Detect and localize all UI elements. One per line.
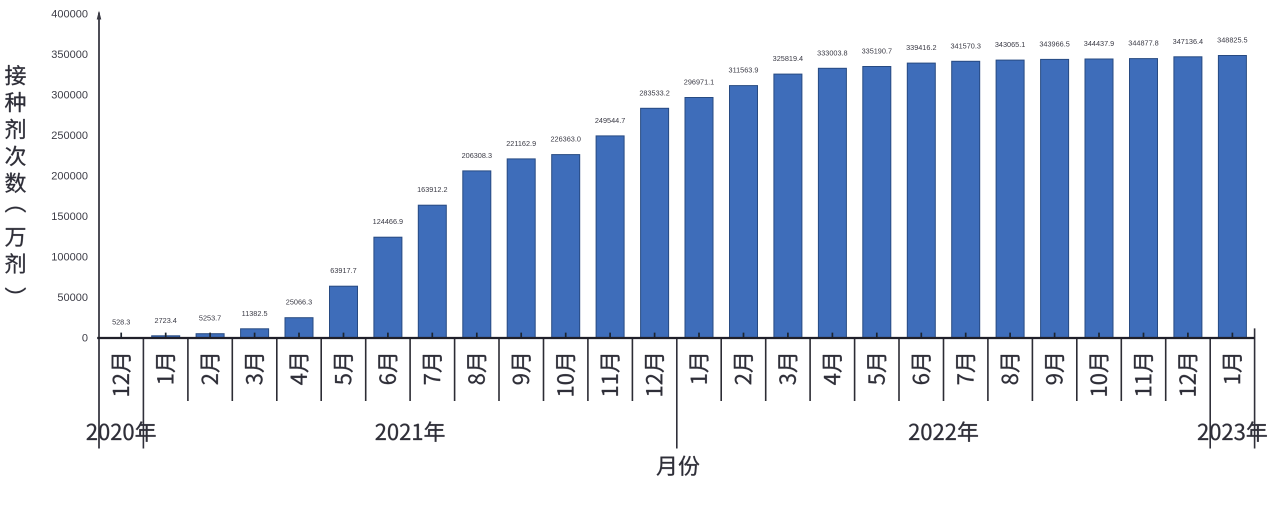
svg-text:11382.5: 11382.5 (242, 309, 268, 318)
svg-text:163912.2: 163912.2 (417, 185, 447, 194)
svg-text:0: 0 (82, 333, 88, 345)
svg-text:200000: 200000 (51, 171, 88, 183)
svg-text:100000: 100000 (51, 252, 88, 264)
svg-text:339416.2: 339416.2 (906, 43, 936, 52)
svg-text:341570.3: 341570.3 (950, 41, 980, 50)
svg-text:344877.8: 344877.8 (1128, 39, 1158, 48)
svg-text:311563.9: 311563.9 (729, 66, 759, 75)
svg-text:343065.1: 343065.1 (995, 40, 1025, 49)
svg-text:528.3: 528.3 (112, 318, 130, 327)
svg-text:221162.9: 221162.9 (506, 139, 536, 148)
svg-text:350000: 350000 (51, 49, 88, 61)
svg-text:63917.7: 63917.7 (330, 266, 356, 275)
svg-text:283533.2: 283533.2 (639, 88, 669, 97)
svg-text:335190.7: 335190.7 (862, 47, 892, 56)
svg-text:150000: 150000 (51, 211, 88, 223)
svg-text:124466.9: 124466.9 (373, 217, 403, 226)
svg-text:50000: 50000 (57, 292, 88, 304)
svg-text:25066.3: 25066.3 (286, 298, 312, 307)
svg-text:226363.0: 226363.0 (550, 135, 580, 144)
svg-text:325819.4: 325819.4 (773, 54, 803, 63)
svg-text:5253.7: 5253.7 (199, 314, 221, 323)
svg-text:347136.4: 347136.4 (1173, 37, 1203, 46)
svg-text:250000: 250000 (51, 130, 88, 142)
svg-text:348825.5: 348825.5 (1217, 36, 1247, 45)
svg-text:333003.8: 333003.8 (817, 48, 847, 57)
svg-text:296971.1: 296971.1 (684, 78, 714, 87)
svg-text:344437.9: 344437.9 (1084, 39, 1114, 48)
svg-text:206308.3: 206308.3 (462, 151, 492, 160)
svg-text:343966.5: 343966.5 (1039, 39, 1069, 48)
svg-text:300000: 300000 (51, 90, 88, 102)
svg-text:400000: 400000 (51, 9, 88, 21)
svg-text:249544.7: 249544.7 (595, 116, 625, 125)
svg-text:2723.4: 2723.4 (155, 316, 177, 325)
